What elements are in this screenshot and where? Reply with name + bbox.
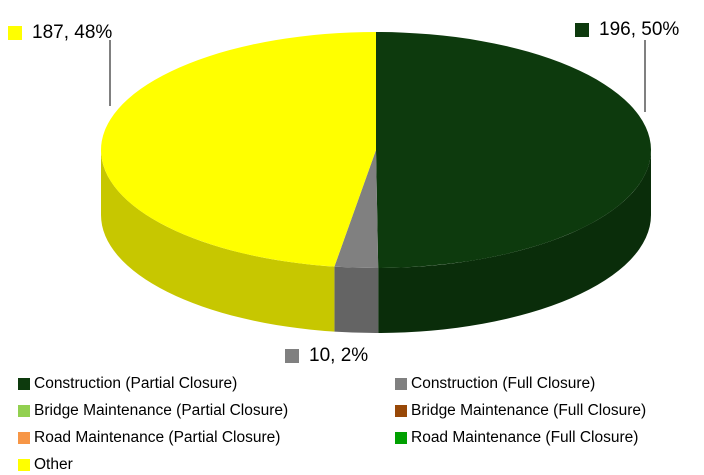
legend-label: Road Maintenance (Full Closure) <box>411 429 638 446</box>
pie-side <box>101 150 335 332</box>
label-key <box>8 26 22 40</box>
legend-swatch <box>18 378 30 390</box>
label-key <box>575 23 589 37</box>
data-label: 187, 48% <box>32 22 112 43</box>
legend-swatch <box>18 405 30 417</box>
legend-swatch <box>18 459 30 471</box>
pie-slice <box>334 150 379 268</box>
legend-label: Construction (Full Closure) <box>411 375 595 392</box>
pie-slice <box>100 32 376 267</box>
pie-side <box>378 150 651 333</box>
legend-swatch <box>395 405 407 417</box>
pie-slice <box>376 32 651 268</box>
legend-swatch <box>18 432 30 444</box>
label-key <box>285 349 299 363</box>
data-label: 10, 2% <box>309 345 368 366</box>
legend-label: Road Maintenance (Partial Closure) <box>34 429 280 446</box>
data-label: 196, 50% <box>599 19 679 40</box>
legend-label: Other <box>34 456 73 473</box>
legend-label: Construction (Partial Closure) <box>34 375 237 392</box>
legend-label: Bridge Maintenance (Full Closure) <box>411 402 646 419</box>
legend-swatch <box>395 378 407 390</box>
legend-label: Bridge Maintenance (Partial Closure) <box>34 402 288 419</box>
pie-side <box>334 266 379 333</box>
legend-swatch <box>395 432 407 444</box>
